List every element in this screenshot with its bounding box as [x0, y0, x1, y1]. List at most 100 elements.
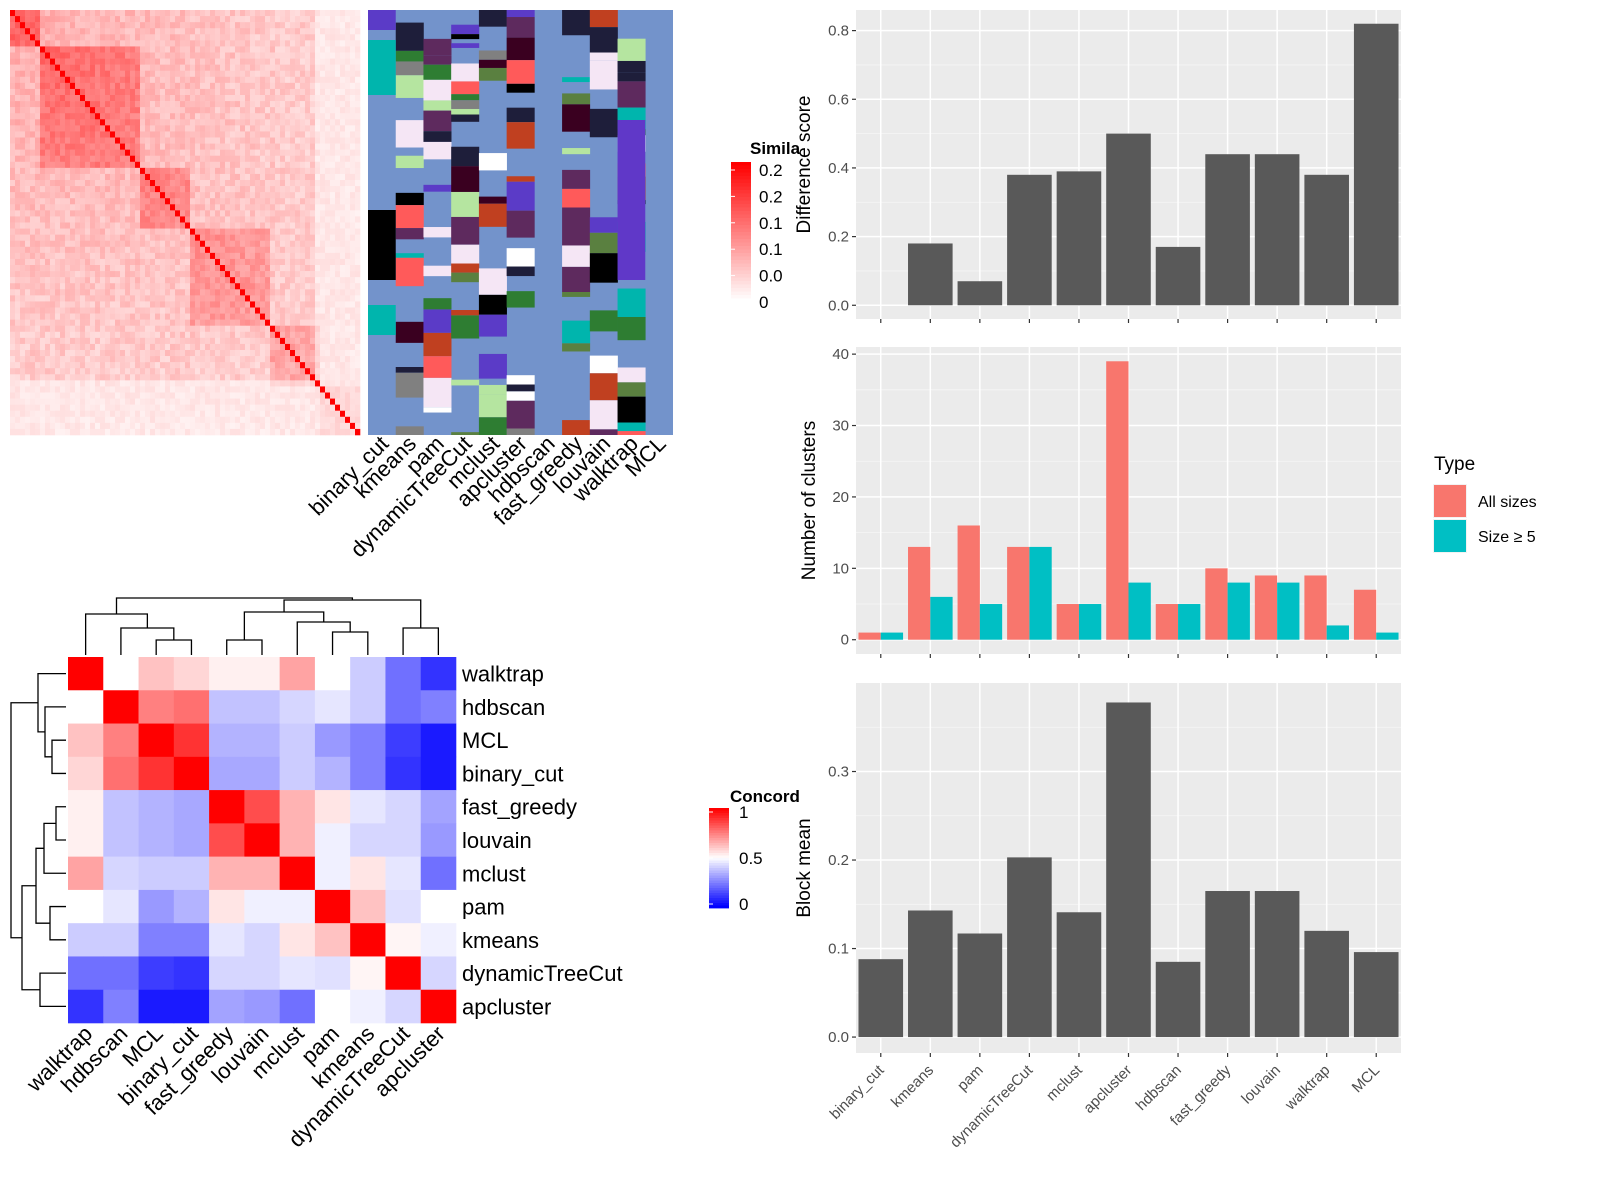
similarity-cell [315, 107, 321, 114]
similarity-cell [285, 222, 291, 229]
similarity-cell [310, 277, 316, 284]
similarity-cell [110, 107, 116, 114]
similarity-cell [70, 210, 76, 217]
similarity-cell [115, 404, 121, 412]
similarity-cell [40, 34, 46, 41]
similarity-cell [65, 58, 71, 65]
similarity-cell [320, 368, 326, 375]
similarity-cell [55, 398, 61, 405]
similarity-cell [235, 252, 241, 260]
similarity-cell [290, 28, 296, 35]
similarity-cell [325, 70, 331, 78]
similarity-cell [50, 58, 56, 65]
similarity-cell [155, 283, 161, 290]
similarity-cell [135, 289, 141, 296]
similarity-cell [200, 82, 206, 90]
similarity-cell [90, 240, 96, 248]
similarity-cell [115, 198, 121, 205]
similarity-cell [265, 173, 271, 181]
similarity-cell [170, 246, 176, 254]
similarity-cell [135, 161, 141, 169]
similarity-cell [80, 362, 86, 369]
similarity-cell [240, 34, 246, 41]
similarity-cell [355, 277, 361, 284]
similarity-cell [55, 10, 61, 17]
similarity-cell [115, 64, 121, 72]
similarity-cell [35, 374, 41, 381]
similarity-cell [285, 113, 291, 120]
similarity-cell [115, 10, 121, 17]
similarity-cell [300, 386, 306, 393]
similarity-cell [20, 301, 26, 308]
similarity-cell [180, 283, 186, 290]
similarity-cell [230, 277, 236, 284]
similarity-cell [280, 198, 286, 205]
similarity-cell [65, 374, 71, 381]
similarity-cell [105, 10, 111, 17]
similarity-cell [140, 295, 146, 302]
similarity-cell [340, 258, 346, 266]
similarity-cell [255, 192, 261, 199]
similarity-cell [345, 64, 351, 72]
similarity-cell [290, 52, 296, 59]
similarity-cell [90, 374, 96, 381]
similarity-cell [70, 283, 76, 290]
similarity-cell [335, 76, 341, 84]
similarity-cell [80, 343, 86, 351]
similarity-cell [95, 228, 101, 235]
similarity-cell [270, 131, 276, 138]
similarity-cell [270, 428, 276, 436]
similarity-cell [210, 410, 216, 418]
similarity-cell [230, 289, 236, 296]
membership-segment [478, 59, 507, 68]
membership-segment [423, 110, 452, 132]
similarity-cell [15, 216, 21, 223]
similarity-cell [325, 10, 331, 17]
similarity-cell [240, 410, 246, 418]
similarity-cell [330, 167, 336, 175]
similarity-cell [130, 180, 136, 187]
similarity-cell [40, 192, 46, 199]
similarity-cell [240, 350, 246, 357]
similarity-cell [325, 265, 331, 272]
membership-segment [506, 428, 535, 435]
similarity-cell [80, 198, 86, 205]
similarity-cell [250, 101, 256, 108]
similarity-cell [100, 362, 106, 369]
similarity-cell [315, 155, 321, 163]
similarity-cell [295, 271, 301, 278]
similarity-cell [90, 356, 96, 363]
similarity-cell [340, 149, 346, 157]
similarity-cell [245, 119, 251, 126]
similarity-cell [305, 307, 311, 314]
similarity-cell [220, 234, 226, 242]
similarity-cell [80, 204, 86, 211]
similarity-cell [30, 107, 36, 114]
similarity-cell [320, 392, 326, 399]
similarity-cell [265, 95, 271, 102]
similarity-cell [75, 180, 81, 187]
similarity-cell [85, 192, 91, 199]
similarity-cell [245, 386, 251, 393]
similarity-cell [60, 380, 66, 387]
similarity-cell [310, 101, 316, 108]
similarity-cell [285, 356, 291, 363]
similarity-cell [290, 374, 296, 381]
similarity-cell [85, 428, 91, 436]
similarity-cell [150, 180, 156, 187]
similarity-cell [55, 234, 61, 242]
similarity-cell [275, 325, 281, 333]
similarity-cell [305, 362, 311, 369]
similarity-cell [215, 337, 221, 345]
similarity-cell [220, 210, 226, 217]
similarity-cell [300, 416, 306, 424]
similarity-cell [60, 125, 66, 132]
similarity-cell [145, 422, 151, 430]
similarity-cell [85, 40, 91, 47]
similarity-cell [225, 422, 231, 430]
similarity-cell [170, 416, 176, 424]
similarity-cell [335, 410, 341, 418]
similarity-cell [355, 52, 361, 59]
similarity-cell [95, 246, 101, 254]
similarity-cell [265, 143, 271, 150]
